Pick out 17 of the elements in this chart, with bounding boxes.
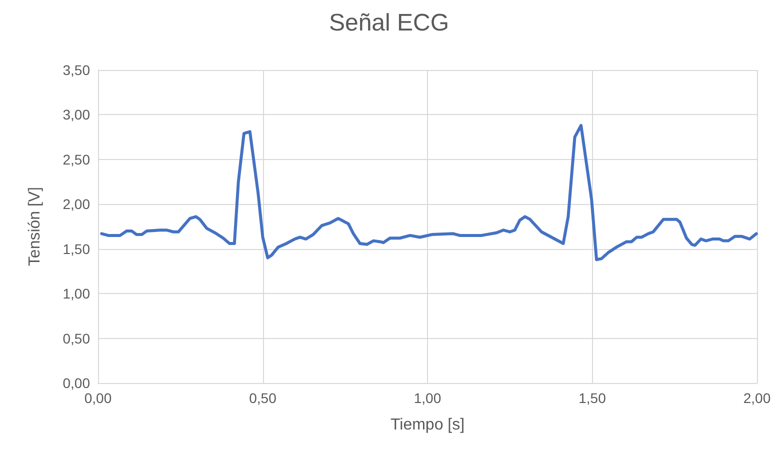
chart-title: Señal ECG — [328, 10, 450, 36]
y-tick-label: 0,50 — [62, 330, 90, 346]
y-tick-label: 2,50 — [62, 151, 90, 168]
y-tick-label: 1,50 — [62, 240, 90, 257]
y-tick-label: 3,00 — [62, 106, 90, 123]
x-tick-label: 0,00 — [84, 390, 112, 406]
y-tick-label: 2,00 — [62, 196, 90, 212]
x-tick-label: 2,00 — [743, 390, 771, 406]
x-axis-title: Tiempo [s] — [390, 416, 465, 434]
y-axis-title: Tensión [V] — [26, 186, 44, 266]
x-tick-label: 0,50 — [249, 390, 277, 406]
y-tick-label: 0,00 — [62, 375, 90, 391]
x-tick-label: 1,50 — [578, 390, 606, 406]
line-series — [100, 124, 758, 262]
y-tick-label: 3,50 — [62, 62, 90, 78]
y-tick-label: 1,00 — [62, 286, 90, 302]
x-tick-label: 1,00 — [414, 390, 442, 406]
